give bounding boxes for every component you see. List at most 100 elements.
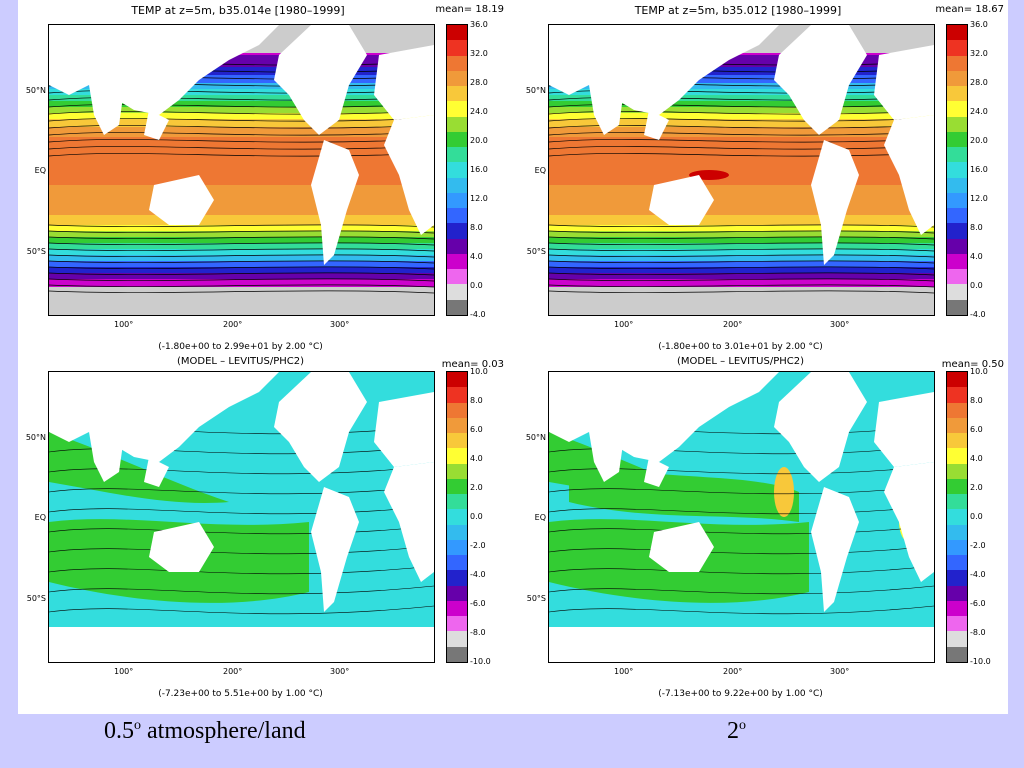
sst-map-svg (49, 25, 434, 315)
contour-line (549, 230, 934, 234)
colorbar-swatch (947, 192, 967, 208)
colorbar-tick-label: 4.0 (470, 252, 483, 261)
figure-sheet: TEMP at z=5m, b35.014e [1980–1999] mean=… (18, 0, 1008, 714)
temperature-band (549, 215, 934, 226)
colorbar-swatch (947, 478, 967, 494)
temperature-band (49, 255, 434, 262)
colorbar-swatch (947, 223, 967, 239)
colorbar-tick-label: 32.0 (970, 49, 988, 58)
temperature-band (549, 75, 934, 84)
panel-title: TEMP at z=5m, b35.012 [1980–1999] (634, 4, 842, 17)
range-text: (-1.80e+00 to 2.99e+01 by 2.00 °C) (158, 342, 323, 352)
mean-value: 0.03 (481, 359, 504, 370)
colorbar-tick-label: -8.0 (970, 628, 986, 637)
colorbar-tick-label: 16.0 (470, 165, 488, 174)
contour-line (49, 145, 434, 150)
colorbar-tick-label: 20.0 (970, 136, 988, 145)
lon-label-200: 200° (223, 667, 243, 676)
colorbar-swatch (947, 539, 967, 555)
colorbar-tick-label: 6.0 (970, 425, 983, 434)
land-mass (649, 175, 714, 225)
lat-label-eq: EQ (34, 166, 46, 175)
colorbar-tick-label: 8.0 (970, 223, 983, 232)
colorbar-tick-label: 4.0 (970, 252, 983, 261)
positive-anomaly (569, 462, 799, 522)
masked-region (549, 627, 934, 662)
range-text: (-1.80e+00 to 3.01e+01 by 2.00 °C) (658, 342, 823, 352)
temperature-band (549, 249, 934, 256)
contour-line (49, 117, 434, 122)
temperature-band (549, 107, 934, 114)
colorbar-swatch (947, 463, 967, 479)
temperature-band (549, 273, 934, 280)
colorbar-tick-label: -4.0 (470, 310, 486, 319)
contour-line (549, 585, 934, 595)
colorbar-swatch (947, 162, 967, 178)
panel-subtitle: (MODEL – LEVITUS/PHC2) (677, 356, 804, 367)
colorbar-swatch (947, 40, 967, 56)
land-mass (274, 372, 367, 482)
contour-line (49, 96, 434, 101)
temperature-band (49, 237, 434, 244)
caption-right-degree: o (739, 718, 746, 733)
colorbar-tick-label: 0.0 (970, 281, 983, 290)
land-mass (374, 392, 434, 467)
temperature-band (549, 255, 934, 262)
land-mass (589, 85, 624, 135)
land-mass (811, 487, 859, 612)
land-mass (374, 45, 434, 120)
colorbar-tick-label: 10.0 (470, 367, 488, 376)
colorbar-swatch (947, 631, 967, 647)
contour-line (49, 89, 434, 94)
colorbar-tick-label: 32.0 (470, 49, 488, 58)
contour-line (49, 445, 434, 455)
colorbar-swatch (447, 570, 467, 586)
colorbar-swatch (947, 372, 967, 388)
temperature-band (49, 273, 434, 280)
lat-label-eq: EQ (34, 513, 46, 522)
lon-label-200: 200° (223, 320, 243, 329)
colorbar-swatch (447, 177, 467, 193)
land-mass (311, 140, 359, 265)
land-mass (149, 522, 214, 572)
colorbar-swatch (447, 631, 467, 647)
colorbar-tick-label: -2.0 (970, 541, 986, 550)
colorbar-tick-label: 4.0 (470, 454, 483, 463)
temperature-band (49, 249, 434, 256)
colorbar-swatch (947, 494, 967, 510)
contour-line (549, 103, 934, 108)
colorbar-swatch (447, 116, 467, 132)
colorbar-swatch (947, 55, 967, 71)
contour-line (49, 254, 434, 258)
temperature-band (49, 127, 434, 138)
lon-label-100: 100° (614, 667, 634, 676)
colorbar-tick-label: -6.0 (970, 599, 986, 608)
temperature-band (549, 261, 934, 268)
land-mass (144, 110, 169, 140)
colorbar (946, 24, 968, 316)
contour-line (549, 284, 934, 288)
colorbar (946, 371, 968, 663)
range-text: (-7.23e+00 to 5.51e+00 by 1.00 °C) (158, 689, 323, 699)
colorbar-swatch (447, 539, 467, 555)
colorbar-swatch (447, 55, 467, 71)
colorbar-tick-label: -8.0 (470, 628, 486, 637)
lon-label-300: 300° (330, 667, 350, 676)
colorbar-swatch (447, 646, 467, 662)
temperature-band (549, 231, 934, 238)
colorbar (446, 371, 468, 663)
temperature-band (549, 225, 934, 232)
temperature-band (549, 113, 934, 120)
land-mass (589, 432, 624, 482)
contour-line (49, 152, 434, 157)
colorbar-swatch (447, 494, 467, 510)
colorbar-tick-label: 10.0 (970, 367, 988, 376)
colorbar-swatch (447, 463, 467, 479)
colorbar-swatch (947, 86, 967, 102)
colorbar-swatch (447, 448, 467, 464)
colorbar-tick-label: -4.0 (970, 570, 986, 579)
colorbar-swatch (447, 253, 467, 269)
contour-line (549, 236, 934, 240)
colorbar-tick-label: -4.0 (970, 310, 986, 319)
colorbar-swatch (447, 269, 467, 285)
